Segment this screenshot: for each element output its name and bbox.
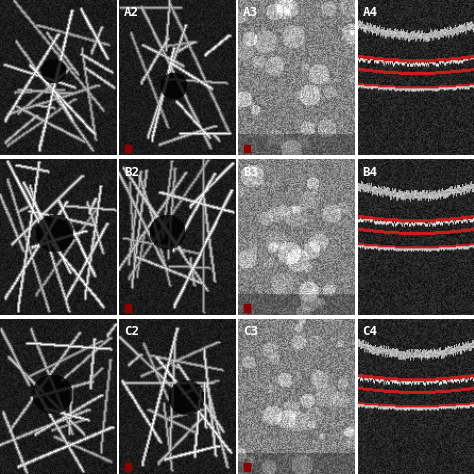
Text: A3: A3 xyxy=(243,6,258,19)
Text: B2: B2 xyxy=(124,165,139,179)
Text: A2: A2 xyxy=(124,6,139,19)
Bar xyxy=(244,304,250,311)
Bar xyxy=(125,304,131,311)
Text: A4: A4 xyxy=(362,6,377,19)
Text: C4: C4 xyxy=(362,325,377,338)
Bar xyxy=(125,145,131,152)
Text: C2: C2 xyxy=(124,325,139,338)
Text: B3: B3 xyxy=(243,165,258,179)
Bar xyxy=(125,463,131,471)
Text: C3: C3 xyxy=(243,325,258,338)
Bar xyxy=(244,463,250,471)
Text: B4: B4 xyxy=(362,165,377,179)
Bar xyxy=(244,145,250,152)
